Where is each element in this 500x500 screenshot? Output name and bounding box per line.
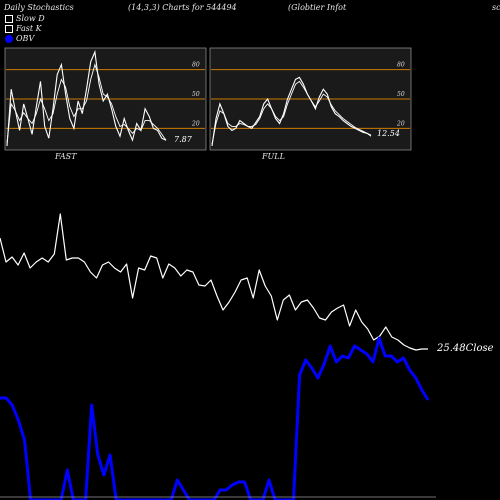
fast-tick-labels: 80 50 20 (191, 62, 200, 128)
fast-series-slow-d (6, 63, 167, 144)
legend-label-fast-k: Fast K (16, 24, 42, 33)
legend-swatch-obv (5, 34, 13, 43)
chart-title-left: Daily Stochastics (4, 3, 74, 12)
fast-tick-label: 50 (192, 91, 200, 98)
legend-label-slow-d: Slow D (16, 14, 45, 23)
price-series-close (0, 213, 428, 351)
fast-series (6, 49, 167, 147)
full-tick-label: 20 (396, 120, 405, 127)
full-series (211, 76, 372, 147)
fast-panel: 80 50 20 7.87 (4, 47, 207, 151)
fast-tick-label: 20 (191, 120, 200, 127)
full-last-value-label: 12.54 (377, 129, 400, 138)
legend-label-obv: OBV (16, 34, 35, 43)
fast-last-value-label: 7.87 (174, 135, 193, 144)
legend-item-obv: OBV (5, 34, 34, 43)
full-series-slow-d (211, 80, 372, 145)
chart-title-right: (Globtier Infot (288, 3, 347, 12)
legend-swatch-fast-k (5, 24, 13, 33)
full-tick-label: 80 (397, 62, 405, 69)
full-panel-label: FULL (262, 152, 285, 161)
full-tick-labels: 80 50 20 (396, 62, 405, 128)
price-series-obv (0, 336, 430, 500)
legend-swatch-slow-d (5, 14, 13, 23)
fast-panel-label: FAST (55, 152, 77, 161)
chart-title-mid: (14,3,3) Charts for 544494 (128, 3, 237, 12)
fast-level-lines (6, 69, 205, 129)
full-series-fast-k (211, 76, 372, 147)
legend-item-fast-k: Fast K (5, 24, 42, 33)
full-tick-label: 50 (397, 91, 405, 98)
legend-item-slow-d: Slow D (5, 14, 45, 23)
price-panel: 25.48Close (0, 213, 494, 500)
chart-title-edge: sc (492, 3, 500, 12)
fast-tick-label: 80 (192, 62, 200, 69)
full-panel: 80 50 20 12.54 (209, 47, 412, 151)
fast-series-fast-k (6, 49, 167, 147)
close-value-label: 25.48Close (436, 343, 494, 354)
price-series (0, 213, 430, 500)
